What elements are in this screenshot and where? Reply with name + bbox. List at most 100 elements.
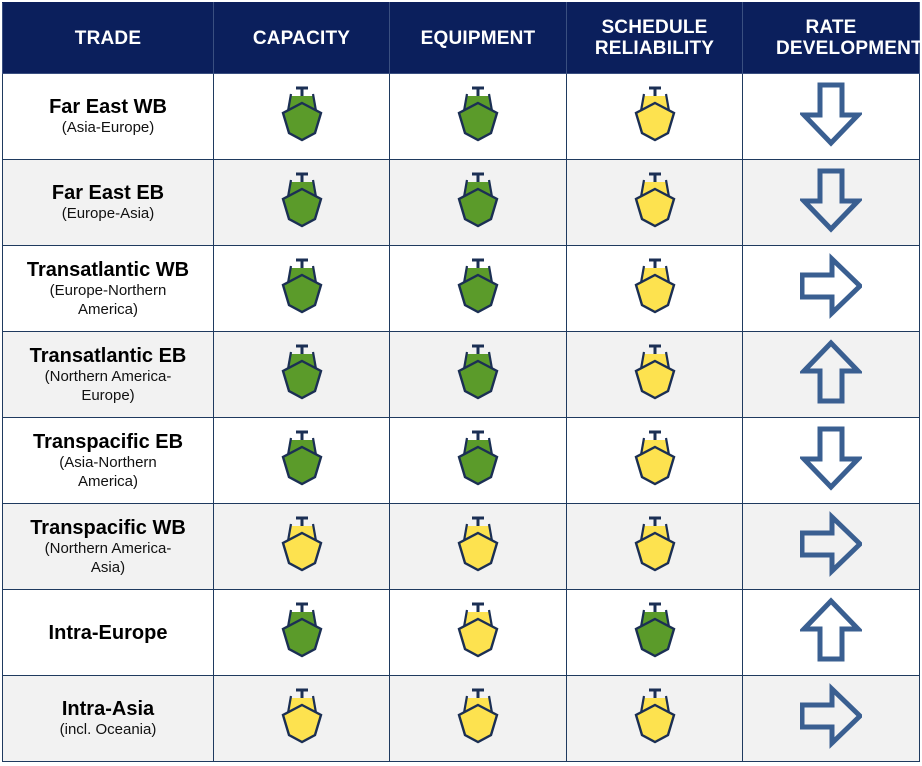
header-schedule-reliability-label: SCHEDULE RELIABILITY (594, 17, 715, 59)
capacity-cell (213, 245, 390, 332)
equipment-cell (389, 417, 567, 504)
rate-development-cell (742, 331, 920, 418)
ship-icon-green (279, 429, 325, 487)
equipment-cell (389, 73, 567, 160)
schedule-reliability-cell (566, 245, 743, 332)
equipment-cell (389, 245, 567, 332)
header-rate-development: RATE DEVELOPMENT (742, 2, 922, 74)
equipment-cell (389, 503, 567, 590)
trade-name: Transpacific EB (32, 430, 184, 453)
table-row-intra-asia: Intra-Asia (incl. Oceania) (2, 675, 920, 762)
table-row-intra-europe: Intra-Europe (2, 589, 920, 676)
trade-route: (Asia-Northern America) (59, 453, 157, 490)
trade-cell: Transatlantic WB (Europe-Northern Americ… (2, 245, 214, 332)
trade-cell: Far East WB (Asia-Europe) (2, 73, 214, 160)
ship-icon-green (455, 85, 501, 143)
rate-development-cell (742, 73, 920, 160)
arrow-up-icon (798, 597, 864, 663)
trade-name: Transatlantic WB (26, 258, 190, 281)
table-row-transatlantic-wb: Transatlantic WB (Europe-Northern Americ… (2, 245, 920, 332)
capacity-cell (213, 331, 390, 418)
trade-route: (incl. Oceania) (59, 721, 157, 738)
equipment-cell (389, 159, 567, 246)
ship-icon-green (279, 171, 325, 229)
arrow-right-icon (799, 253, 864, 319)
schedule-reliability-cell (566, 503, 743, 590)
table-row-far-east-eb: Far East EB (Europe-Asia) (2, 159, 920, 246)
header-capacity: CAPACITY (213, 2, 390, 74)
table-row-transpacific-eb: Transpacific EB (Asia-Northern America) (2, 417, 920, 504)
ship-icon-green (279, 257, 325, 315)
arrow-right-icon (799, 511, 864, 577)
equipment-cell (389, 589, 567, 676)
table-row-transatlantic-eb: Transatlantic EB (Northern America-Europ… (2, 331, 920, 418)
ship-icon-yellow (455, 515, 501, 573)
trade-name: Intra-Asia (61, 698, 155, 720)
arrow-down-icon (798, 81, 864, 147)
rate-development-cell (742, 589, 920, 676)
schedule-reliability-cell (566, 331, 743, 418)
arrow-down-icon (798, 167, 864, 233)
ship-icon-green (455, 257, 501, 315)
trade-route: (Northern America-Europe) (44, 367, 172, 404)
trade-route: (Asia-Europe) (61, 119, 155, 136)
table-row-far-east-wb: Far East WB (Asia-Europe) (2, 73, 920, 160)
ship-icon-yellow (632, 429, 678, 487)
equipment-cell (389, 675, 567, 762)
schedule-reliability-cell (566, 589, 743, 676)
rate-development-cell (742, 245, 920, 332)
ship-icon-green (279, 343, 325, 401)
schedule-reliability-cell (566, 417, 743, 504)
rate-development-cell (742, 675, 920, 762)
ship-icon-green (455, 429, 501, 487)
rate-development-cell (742, 417, 920, 504)
ship-icon-green (455, 343, 501, 401)
header-schedule-reliability: SCHEDULE RELIABILITY (566, 2, 743, 74)
ship-icon-green (632, 601, 678, 659)
capacity-cell (213, 417, 390, 504)
trade-name: Transpacific WB (30, 516, 186, 539)
arrow-up-icon (798, 339, 864, 405)
equipment-cell (389, 331, 567, 418)
trade-name: Far East EB (51, 182, 165, 204)
ship-icon-yellow (632, 515, 678, 573)
arrow-down-icon (798, 425, 864, 491)
ship-icon-green (279, 85, 325, 143)
trade-name: Far East WB (49, 96, 167, 118)
trade-name: Intra-Europe (48, 621, 168, 644)
ship-icon-yellow (279, 687, 325, 745)
header-row: TRADE CAPACITY EQUIPMENT SCHEDULE RELIAB… (2, 2, 922, 74)
header-equipment: EQUIPMENT (389, 2, 567, 74)
trade-cell: Transpacific EB (Asia-Northern America) (2, 417, 214, 504)
ship-icon-yellow (632, 171, 678, 229)
schedule-reliability-cell (566, 675, 743, 762)
ship-icon-yellow (455, 601, 501, 659)
header-rate-development-label: RATE DEVELOPMENT (776, 17, 922, 59)
trade-name: Transatlantic EB (29, 344, 187, 367)
ship-icon-yellow (632, 687, 678, 745)
header-trade: TRADE (2, 2, 214, 74)
rate-development-cell (742, 503, 920, 590)
ship-icon-green (455, 171, 501, 229)
capacity-cell (213, 159, 390, 246)
capacity-cell (213, 675, 390, 762)
trade-route: (Europe-Northern America) (49, 281, 167, 318)
ship-icon-yellow (632, 257, 678, 315)
trade-cell: Transpacific WB (Northern America-Asia) (2, 503, 214, 590)
ship-icon-yellow (632, 343, 678, 401)
schedule-reliability-cell (566, 159, 743, 246)
capacity-cell (213, 73, 390, 160)
capacity-cell (213, 589, 390, 676)
trade-cell: Far East EB (Europe-Asia) (2, 159, 214, 246)
schedule-reliability-cell (566, 73, 743, 160)
capacity-cell (213, 503, 390, 590)
table-row-transpacific-wb: Transpacific WB (Northern America-Asia) (2, 503, 920, 590)
rate-development-cell (742, 159, 920, 246)
trade-cell: Intra-Europe (2, 589, 214, 676)
ship-icon-green (279, 601, 325, 659)
ship-icon-yellow (455, 687, 501, 745)
ship-icon-yellow (632, 85, 678, 143)
trade-cell: Transatlantic EB (Northern America-Europ… (2, 331, 214, 418)
trade-route: (Europe-Asia) (61, 205, 155, 222)
